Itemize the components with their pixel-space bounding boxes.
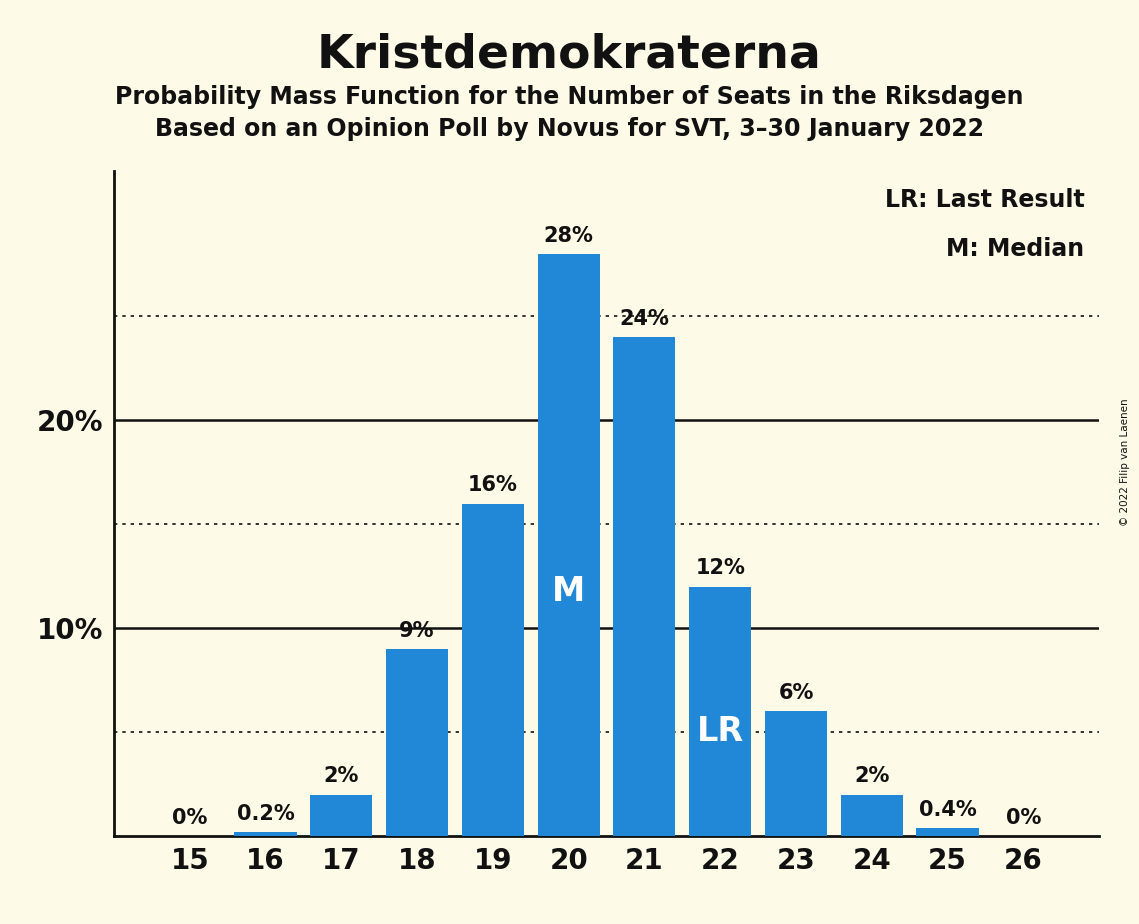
Bar xyxy=(917,828,978,836)
Text: 2%: 2% xyxy=(323,766,359,786)
Text: 24%: 24% xyxy=(620,309,670,329)
Bar xyxy=(765,711,827,836)
Text: Kristdemokraterna: Kristdemokraterna xyxy=(317,32,822,78)
Text: 16%: 16% xyxy=(468,475,518,495)
Bar xyxy=(689,587,752,836)
Bar xyxy=(461,504,524,836)
Text: 12%: 12% xyxy=(695,558,745,578)
Bar xyxy=(613,337,675,836)
Text: 6%: 6% xyxy=(778,683,813,703)
Text: 9%: 9% xyxy=(400,621,435,641)
Bar xyxy=(235,833,296,836)
Bar xyxy=(386,649,448,836)
Text: 28%: 28% xyxy=(543,225,593,246)
Text: M: Median: M: Median xyxy=(947,237,1084,261)
Text: M: M xyxy=(552,576,585,608)
Text: LR: Last Result: LR: Last Result xyxy=(885,188,1084,212)
Text: LR: LR xyxy=(697,715,744,748)
Text: 0.4%: 0.4% xyxy=(919,799,976,820)
Bar xyxy=(538,254,600,836)
Text: 0%: 0% xyxy=(1006,808,1041,828)
Text: 0.2%: 0.2% xyxy=(237,804,294,824)
Text: © 2022 Filip van Laenen: © 2022 Filip van Laenen xyxy=(1120,398,1130,526)
Bar xyxy=(841,795,903,836)
Bar xyxy=(310,795,372,836)
Text: 2%: 2% xyxy=(854,766,890,786)
Text: Probability Mass Function for the Number of Seats in the Riksdagen: Probability Mass Function for the Number… xyxy=(115,85,1024,109)
Text: Based on an Opinion Poll by Novus for SVT, 3–30 January 2022: Based on an Opinion Poll by Novus for SV… xyxy=(155,117,984,141)
Text: 0%: 0% xyxy=(172,808,207,828)
